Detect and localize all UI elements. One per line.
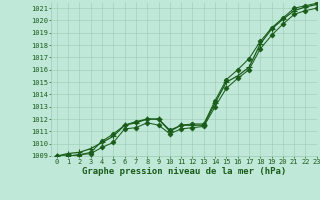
X-axis label: Graphe pression niveau de la mer (hPa): Graphe pression niveau de la mer (hPa) [82, 167, 286, 176]
